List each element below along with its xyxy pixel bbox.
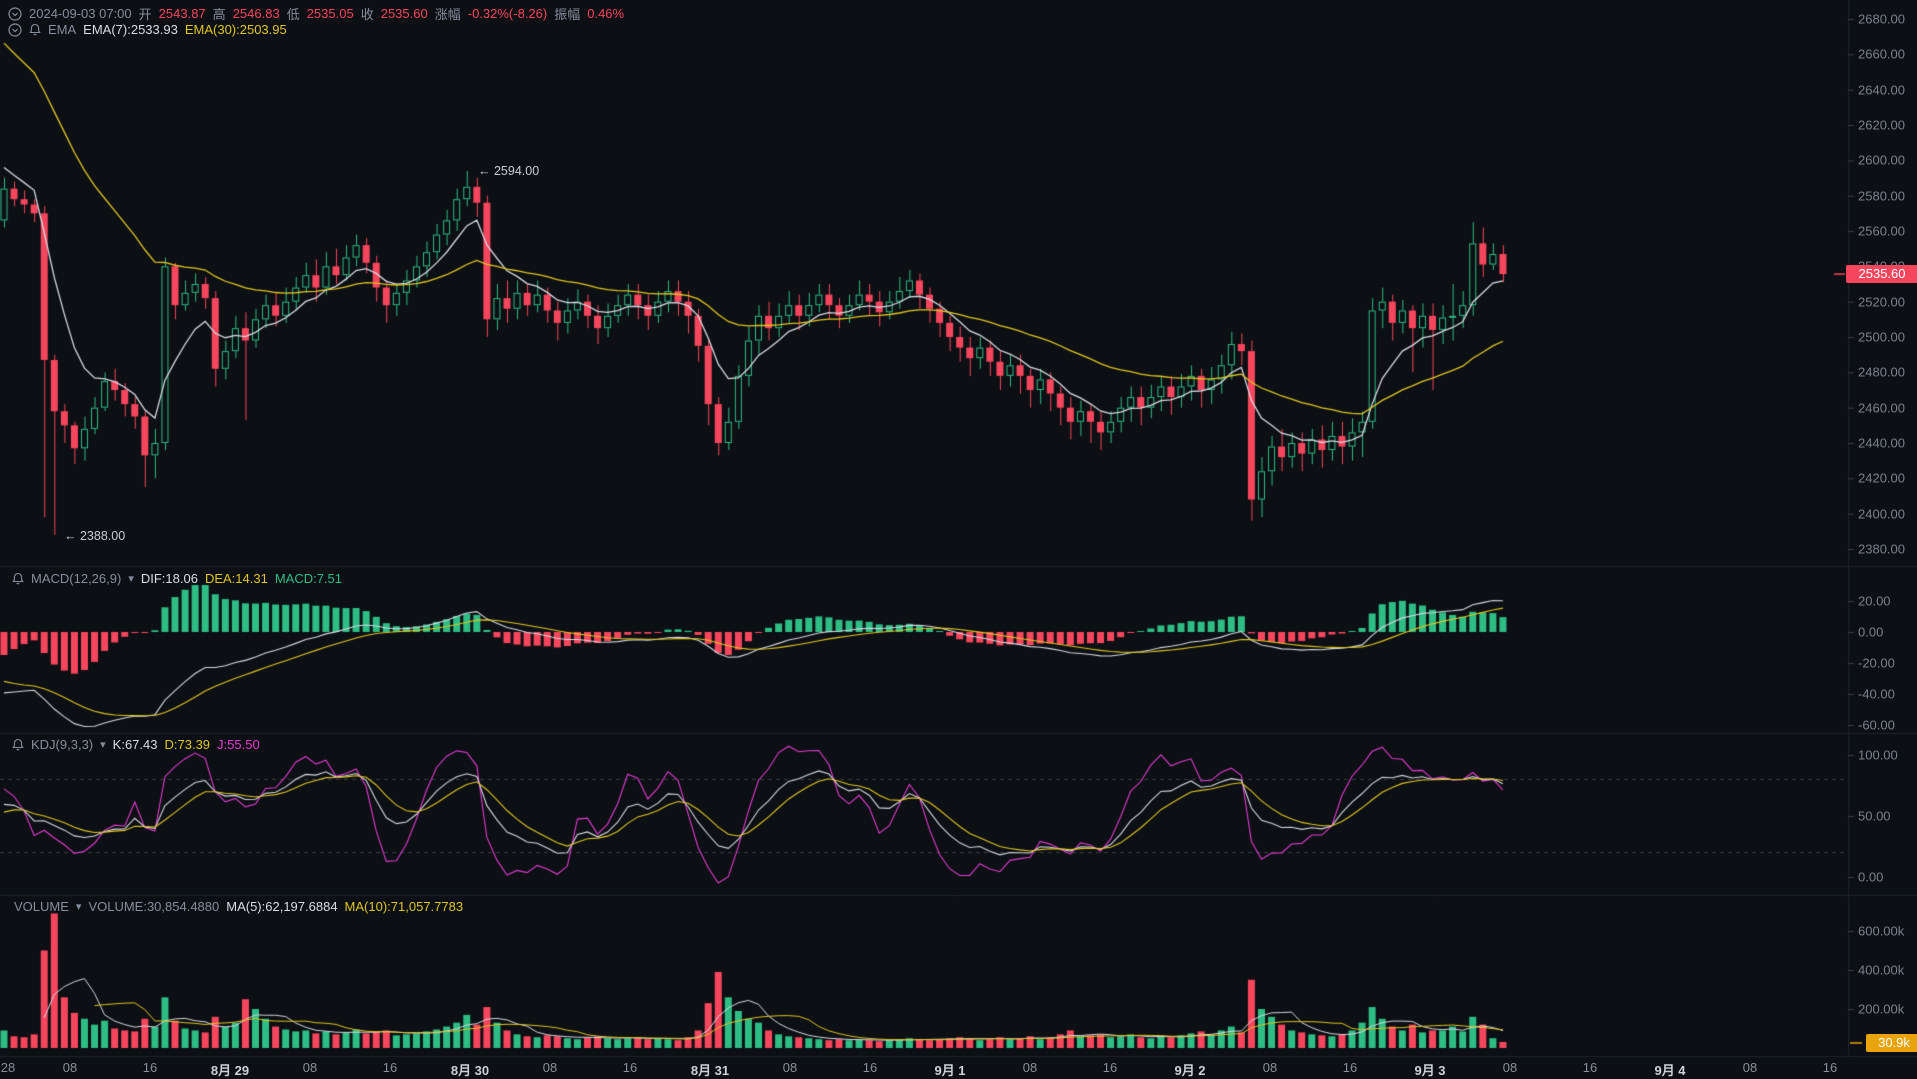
alert-bell-icon[interactable] — [29, 23, 41, 36]
time-axis-label: 16 — [622, 1060, 638, 1075]
volume-ma10-value: MA(10):71,057.7783 — [344, 899, 464, 914]
alert-bell-icon[interactable] — [12, 572, 24, 585]
amplitude-value: 0.46% — [587, 6, 625, 21]
macd-axis-tick: 0.00 — [1858, 624, 1884, 640]
time-axis-label: 9月 1 — [934, 1063, 966, 1078]
ohlc-header-row: 2024-09-03 07:00 开 2543.87 高 2546.83 低 2… — [8, 4, 624, 23]
time-axis-label: 08 — [62, 1060, 78, 1075]
price-axis-tick: 2420.00 — [1858, 470, 1905, 486]
close-label: 收 — [360, 7, 374, 22]
macd-axis-tick: -60.00 — [1858, 717, 1895, 733]
price-axis-tick: 2620.00 — [1858, 117, 1905, 133]
volume-axis-tick: 400.00k — [1858, 962, 1905, 978]
kdj-axis-tick: 50.00 — [1858, 808, 1891, 824]
time-axis-label: 16 — [142, 1060, 158, 1075]
time-axis-label: 08 — [782, 1060, 798, 1075]
low-value: 2535.05 — [306, 6, 354, 21]
price-axis-tick: 2660.00 — [1858, 46, 1905, 62]
dea-value: DEA:14.31 — [204, 571, 268, 586]
price-axis-tick: 2600.00 — [1858, 152, 1905, 168]
kdj-axis-tick: 0.00 — [1858, 869, 1884, 885]
macd-axis-tick: 20.00 — [1858, 593, 1891, 609]
kdj-indicator-name[interactable]: KDJ(9,3,3) — [31, 737, 94, 752]
price-annotation: ← 2594.00 — [478, 164, 540, 178]
macd-legend-row: MACD(12,26,9) ▾ DIF:18.06 DEA:14.31 MACD… — [12, 571, 342, 586]
kdj-axis-tick: 100.00 — [1858, 747, 1898, 763]
ema-legend-row: EMA EMA(7):2533.93 EMA(30):2503.95 — [8, 22, 287, 37]
change-value: -0.32%(-8.26) — [467, 6, 548, 21]
time-axis-label: 28 — [0, 1060, 16, 1075]
time-axis-label: 8月 30 — [450, 1063, 490, 1078]
time-axis-label: 08 — [1502, 1060, 1518, 1075]
candle-datetime: 2024-09-03 07:00 — [29, 6, 132, 21]
dif-value: DIF:18.06 — [140, 571, 198, 586]
price-axis-tick: 2560.00 — [1858, 223, 1905, 239]
ema-indicator-name[interactable]: EMA — [48, 22, 77, 37]
time-axis-label: 16 — [862, 1060, 878, 1075]
high-label: 高 — [212, 7, 226, 22]
time-axis-label: 8月 29 — [210, 1063, 250, 1078]
time-axis-label: 16 — [1102, 1060, 1118, 1075]
time-axis-label: 9月 3 — [1414, 1063, 1446, 1078]
price-axis-tick: 2680.00 — [1858, 11, 1905, 27]
volume-indicator-name[interactable]: VOLUME — [14, 899, 69, 914]
volume-axis-tick: 600.00k — [1858, 923, 1905, 939]
price-axis-tick: 2640.00 — [1858, 82, 1905, 98]
macd-axis-tick: -40.00 — [1858, 686, 1895, 702]
time-axis-label: 9月 2 — [1174, 1063, 1206, 1078]
open-label: 开 — [138, 7, 152, 22]
macd-indicator-name[interactable]: MACD(12,26,9) — [31, 571, 122, 586]
k-value: K:67.43 — [112, 737, 158, 752]
low-label: 低 — [286, 7, 300, 22]
chevron-down-icon[interactable]: ▾ — [128, 573, 134, 585]
last-volume-badge: 30.9k — [1866, 1033, 1917, 1052]
price-axis-tick: 2500.00 — [1858, 329, 1905, 345]
collapse-chevron-icon[interactable] — [8, 6, 22, 21]
time-axis-label: 08 — [1262, 1060, 1278, 1075]
chevron-down-icon[interactable]: ▾ — [75, 901, 82, 913]
close-value: 2535.60 — [380, 6, 428, 21]
chevron-down-icon[interactable]: ▾ — [100, 739, 106, 751]
volume-value: VOLUME:30,854.4880 — [88, 899, 220, 914]
volume-axis-tick: 200.00k — [1858, 1001, 1905, 1017]
last-price-badge: 2535.60 — [1846, 265, 1917, 284]
ema7-value: EMA(7):2533.93 — [83, 22, 178, 37]
alert-bell-icon[interactable] — [12, 738, 24, 751]
time-axis-label: 16 — [1822, 1060, 1838, 1075]
time-axis-label: 16 — [1342, 1060, 1358, 1075]
d-value: D:73.39 — [164, 737, 211, 752]
price-axis-tick: 2580.00 — [1858, 188, 1905, 204]
price-axis-tick: 2520.00 — [1858, 294, 1905, 310]
j-value: J:55.50 — [217, 737, 260, 752]
time-axis-label: 08 — [542, 1060, 558, 1075]
amplitude-label: 振幅 — [554, 7, 581, 22]
time-axis-label: 16 — [382, 1060, 398, 1075]
collapse-chevron-icon[interactable] — [8, 22, 22, 37]
time-axis-label: 08 — [302, 1060, 318, 1075]
high-value: 2546.83 — [232, 6, 280, 21]
price-axis-tick: 2400.00 — [1858, 506, 1905, 522]
price-axis-tick: 2380.00 — [1858, 541, 1905, 557]
macd-axis-tick: -20.00 — [1858, 655, 1895, 671]
time-axis-label: 08 — [1742, 1060, 1758, 1075]
volume-ma5-value: MA(5):62,197.6884 — [226, 899, 338, 914]
time-axis-label: 8月 31 — [690, 1063, 730, 1078]
kdj-legend-row: KDJ(9,3,3) ▾ K:67.43 D:73.39 J:55.50 — [12, 737, 260, 752]
change-label: 涨幅 — [434, 7, 461, 22]
price-axis-tick: 2460.00 — [1858, 400, 1905, 416]
price-axis-tick: 2480.00 — [1858, 364, 1905, 380]
ema30-value: EMA(30):2503.95 — [184, 22, 287, 37]
volume-legend-row: VOLUME ▾ VOLUME:30,854.4880 MA(5):62,197… — [14, 899, 463, 914]
time-axis-label: 16 — [1582, 1060, 1598, 1075]
price-axis-tick: 2440.00 — [1858, 435, 1905, 451]
open-value: 2543.87 — [158, 6, 206, 21]
time-axis-label: 08 — [1022, 1060, 1038, 1075]
macd-value: MACD:7.51 — [274, 571, 343, 586]
price-annotation: ← 2388.00 — [64, 529, 126, 543]
time-axis-label: 9月 4 — [1654, 1063, 1686, 1078]
